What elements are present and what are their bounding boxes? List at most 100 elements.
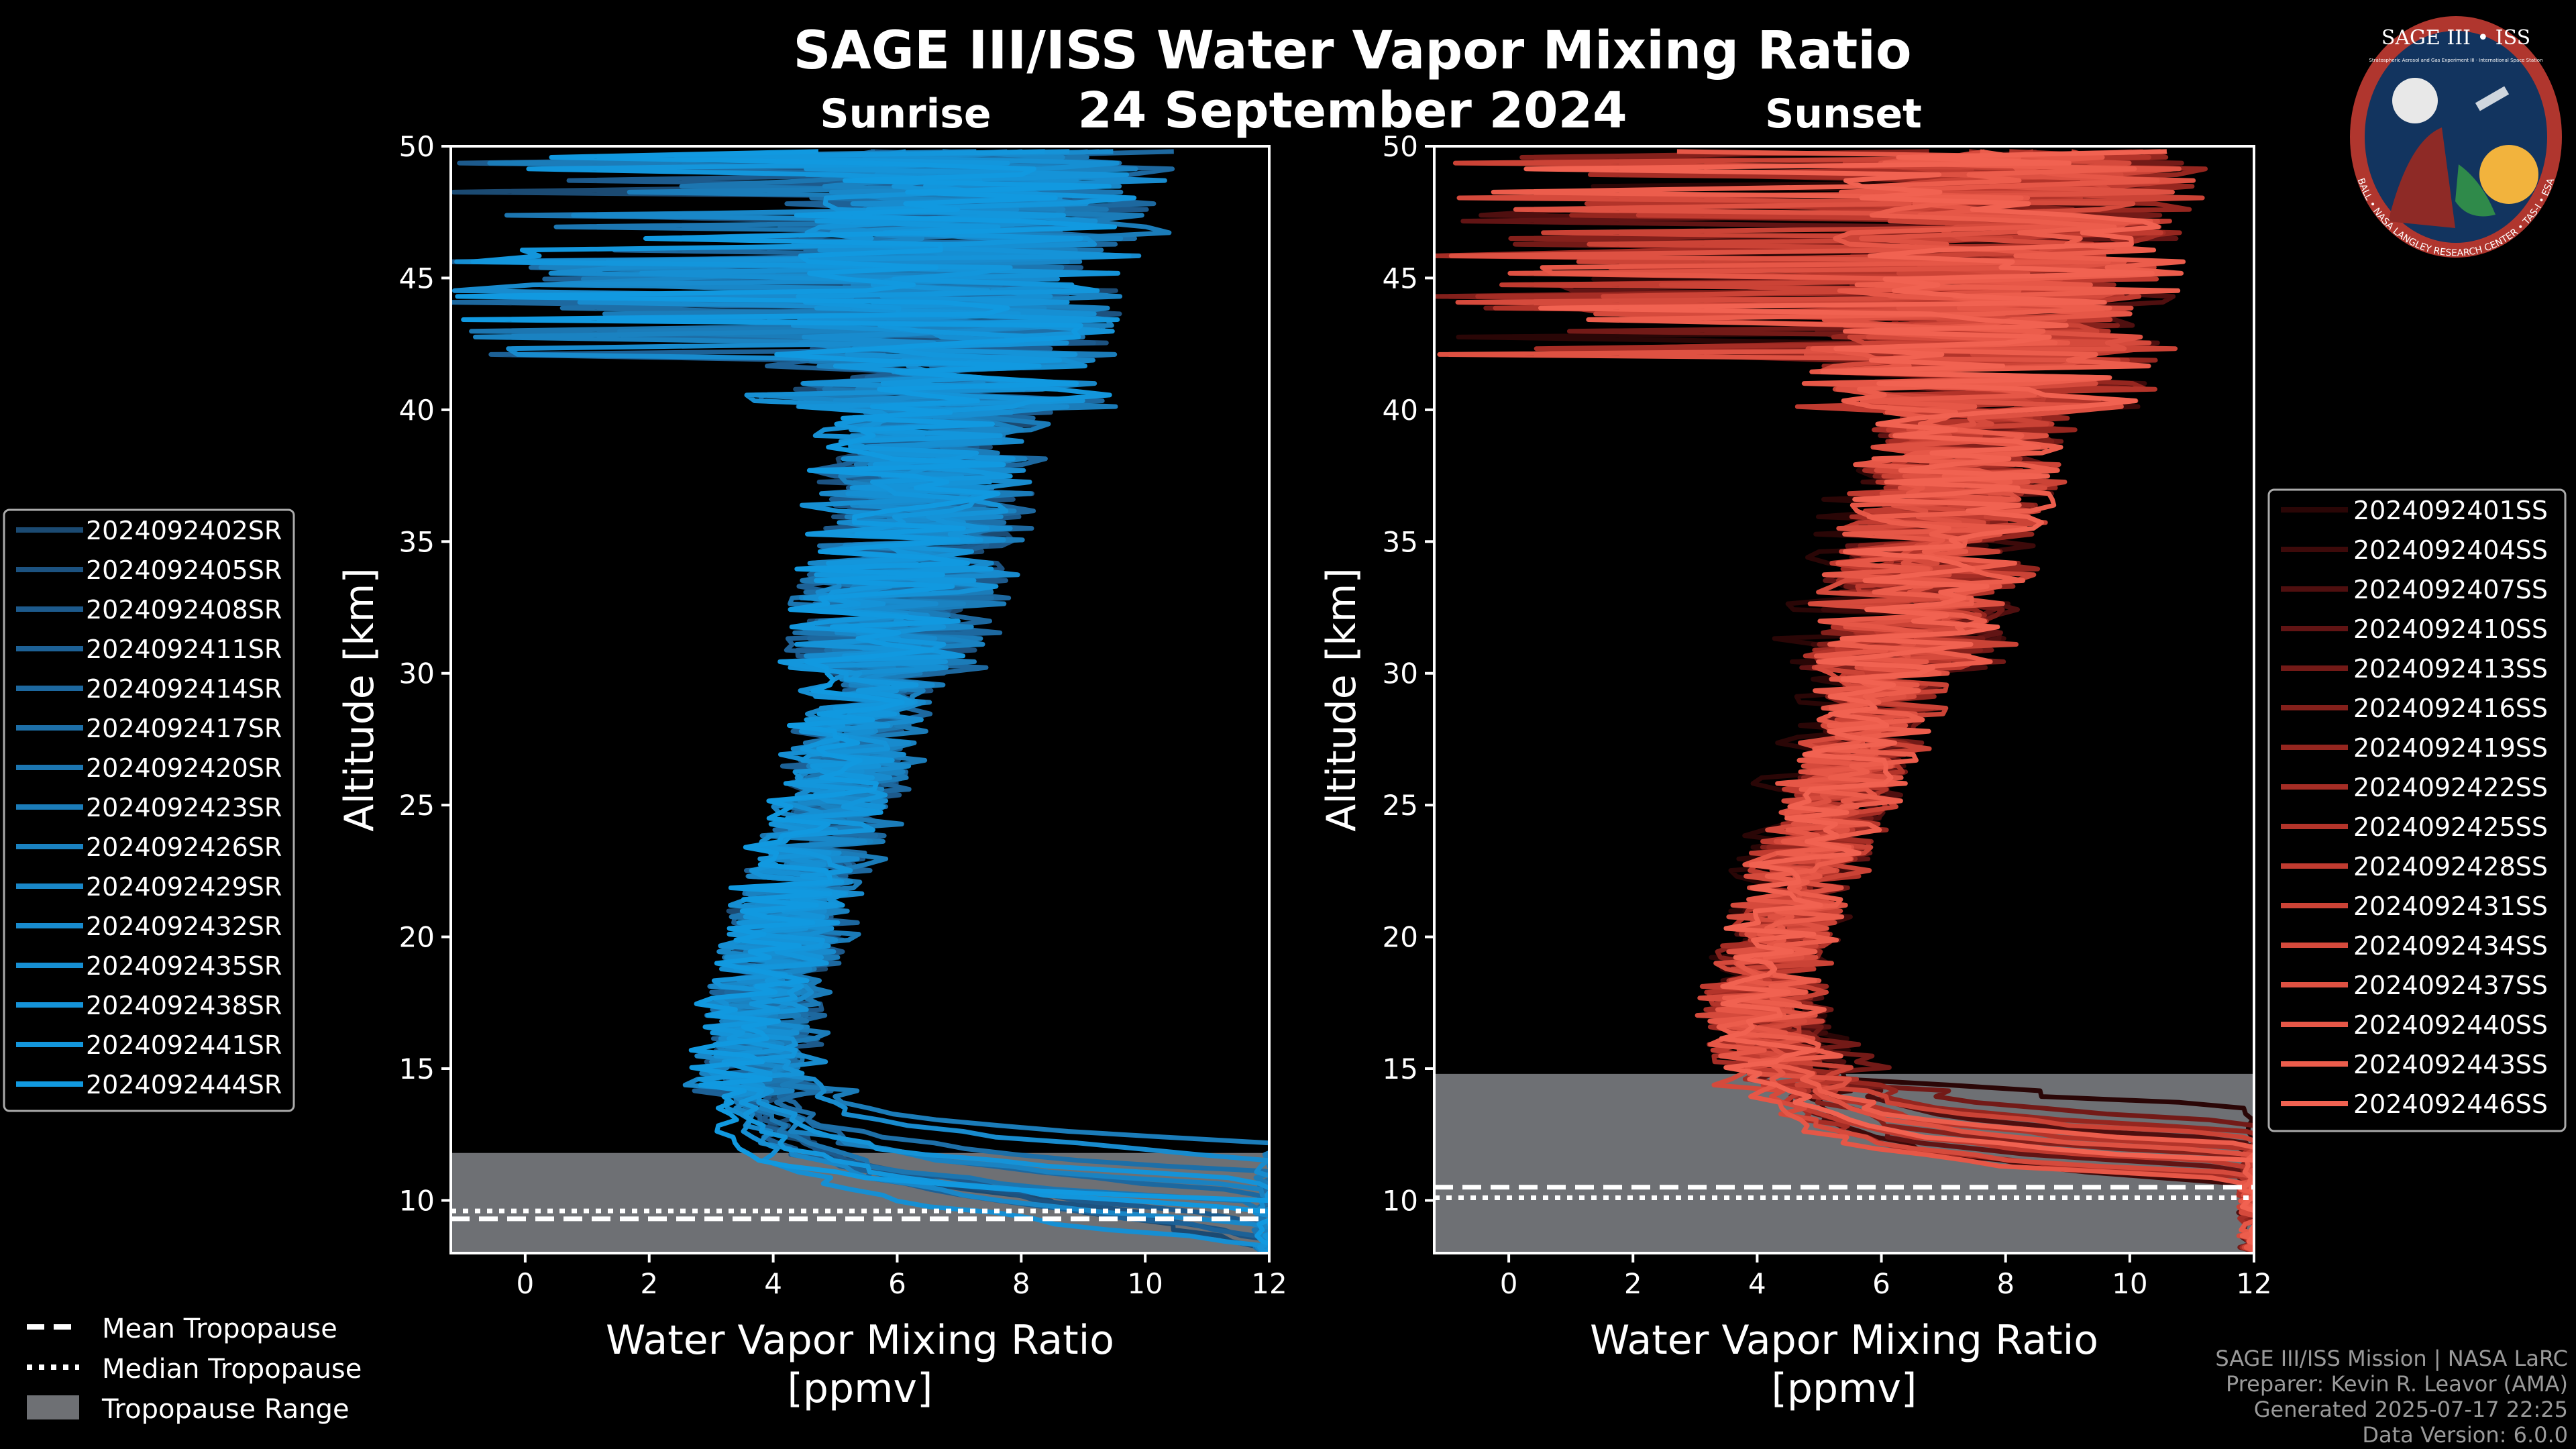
x-tick-label: 12: [2236, 1267, 2271, 1300]
sunrise-legend-frame: [3, 508, 295, 1112]
y-axis-label: Altitude [km]: [336, 568, 383, 832]
sunset-legend-frame: [2267, 488, 2567, 1132]
x-tick-label: 0: [1500, 1267, 1518, 1300]
y-tick-label: 10: [399, 1184, 435, 1217]
y-tick-label: 50: [399, 130, 435, 163]
y-tick-label: 30: [1383, 657, 1418, 690]
legend-entry-2024092411SR: 2024092411SR: [86, 635, 282, 664]
legend-entry-2024092407SS: 2024092407SS: [2353, 575, 2548, 604]
legend-entry-2024092401SS: 2024092401SS: [2353, 496, 2548, 525]
legend-entry-2024092420SR: 2024092420SR: [86, 753, 282, 783]
x-tick-label: 0: [517, 1267, 535, 1300]
badge-earth-icon: [2455, 164, 2496, 217]
x-tick-label: 4: [764, 1267, 782, 1300]
legend-entry-2024092405SR: 2024092405SR: [86, 555, 282, 585]
y-tick-label: 45: [1383, 262, 1418, 294]
legend-entry-2024092440SS: 2024092440SS: [2353, 1010, 2548, 1040]
legend-entry-2024092419SS: 2024092419SS: [2353, 733, 2548, 763]
profile-lines: [451, 149, 1269, 1253]
profile-line-2024092444SR: [455, 149, 1269, 1253]
legend-entry-2024092417SR: 2024092417SR: [86, 714, 282, 743]
y-tick-label: 15: [1383, 1053, 1418, 1085]
y-tick-label: 35: [1383, 525, 1418, 558]
plot-frame: [449, 145, 1271, 1254]
badge-figure-icon: [2388, 127, 2455, 228]
footer-credits: SAGE III/ISS Mission | NASA LaRC Prepare…: [2215, 1346, 2568, 1448]
legend-entry-2024092426SR: 2024092426SR: [86, 833, 282, 862]
y-tick-label: 20: [1383, 921, 1418, 954]
x-tick-label: 10: [1127, 1267, 1163, 1300]
legend-entry-2024092431SS: 2024092431SS: [2353, 892, 2548, 921]
legend-entry-2024092416SS: 2024092416SS: [2353, 694, 2548, 723]
legend-entry-2024092443SS: 2024092443SS: [2353, 1050, 2548, 1079]
plot-frame: [1433, 145, 2255, 1254]
y-axis-label: Altitude [km]: [1318, 568, 1365, 832]
x-axis-label: Water Vapor Mixing Ratio: [1590, 1317, 2098, 1364]
y-tick-label: 35: [399, 525, 435, 558]
y-tick-label: 20: [399, 921, 435, 954]
y-tick-label: 40: [399, 394, 435, 427]
legend-entry-2024092429SR: 2024092429SR: [86, 872, 282, 902]
x-axis-label: Water Vapor Mixing Ratio: [606, 1317, 1114, 1364]
legend-entry-2024092413SS: 2024092413SS: [2353, 654, 2548, 684]
tropopause-legend: Mean Tropopause Median Tropopause Tropop…: [27, 1313, 362, 1425]
y-tick-label: 40: [1383, 394, 1418, 427]
legend-entry-2024092422SS: 2024092422SS: [2353, 773, 2548, 802]
footer-generated: Generated 2025-07-17 22:25: [2254, 1397, 2568, 1422]
legend-entry-2024092410SS: 2024092410SS: [2353, 614, 2548, 644]
profile-line-2024092432SR: [451, 149, 1269, 1253]
badge-iss-icon: [2475, 86, 2510, 111]
median-tropopause-label: Median Tropopause: [102, 1354, 362, 1385]
chart-title: SAGE III/ISS Water Vapor Mixing Ratio: [793, 21, 1911, 81]
x-tick-label: 12: [1251, 1267, 1287, 1300]
x-tick-label: 8: [1012, 1267, 1030, 1300]
badge-sun-icon: [2479, 145, 2538, 204]
y-tick-label: 15: [399, 1053, 435, 1085]
y-tick-label: 25: [1383, 789, 1418, 822]
tropopause-range-label: Tropopause Range: [101, 1394, 350, 1425]
legend-entry-2024092434SS: 2024092434SS: [2353, 931, 2548, 961]
badge-title: SAGE III • ISS: [2381, 26, 2530, 50]
y-tick-label: 25: [399, 789, 435, 822]
x-tick-label: 8: [1996, 1267, 2015, 1300]
legend-entry-2024092428SS: 2024092428SS: [2353, 852, 2548, 881]
legend-entry-2024092423SR: 2024092423SR: [86, 793, 282, 822]
profile-line-2024092446SS: [1523, 149, 2254, 1246]
y-tick-label: 10: [1383, 1184, 1418, 1217]
legend-entry-2024092414SR: 2024092414SR: [86, 674, 282, 704]
badge-moon-icon: [2392, 78, 2438, 123]
profile-lines: [1434, 149, 2254, 1253]
legend-entry-2024092444SR: 2024092444SR: [86, 1070, 282, 1099]
x-tick-label: 4: [1748, 1267, 1766, 1300]
x-tick-label: 6: [1872, 1267, 1890, 1300]
badge-subtitle: Stratospheric Aerosol and Gas Experiment…: [2369, 58, 2542, 63]
legend-entry-2024092432SR: 2024092432SR: [86, 912, 282, 941]
sunset-panel: 0 2 4 6 8 10 12 10 15 20 25 30 35 40 45 50 Water Vapor M…: [1318, 130, 2272, 1412]
footer-version: Data Version: 6.0.0: [2362, 1422, 2568, 1448]
x-tick-label: 2: [640, 1267, 658, 1300]
tropopause-range-swatch: [27, 1395, 79, 1419]
sunrise-panel: 0 2 4 6 8 10 12 10 15 20 25 30 35 40 45 50 Water Vapor M…: [336, 130, 1287, 1412]
sunset-label: Sunset: [1765, 91, 1922, 138]
y-tick-label: 30: [399, 657, 435, 690]
chart-date: 24 September 2024: [1077, 82, 1627, 140]
x-tick-label: 6: [888, 1267, 906, 1300]
legend-entry-2024092446SS: 2024092446SS: [2353, 1089, 2548, 1119]
legend-entry-2024092437SS: 2024092437SS: [2353, 971, 2548, 1000]
x-tick-label: 2: [1624, 1267, 1642, 1300]
footer-mission: SAGE III/ISS Mission | NASA LaRC: [2215, 1346, 2568, 1371]
y-tick-label: 45: [399, 262, 435, 294]
legend-entry-2024092425SS: 2024092425SS: [2353, 812, 2548, 842]
legend-entry-2024092435SR: 2024092435SR: [86, 951, 282, 981]
sunrise-legend: 2024092402SR 2024092405SR 2024092408SR 2024…: [3, 508, 295, 1112]
profile-line-2024092441SR: [470, 149, 1269, 1253]
footer-preparer: Preparer: Kevin R. Leavor (AMA): [2226, 1371, 2568, 1397]
sunset-legend: 2024092401SS 2024092404SS 2024092407SS 2024…: [2267, 488, 2567, 1132]
mean-tropopause-label: Mean Tropopause: [102, 1313, 337, 1344]
sunrise-label: Sunrise: [820, 91, 991, 138]
y-tick-label: 50: [1383, 130, 1418, 163]
legend-entry-2024092404SS: 2024092404SS: [2353, 535, 2548, 565]
legend-entry-2024092408SR: 2024092408SR: [86, 595, 282, 625]
x-axis-label: [ppmv]: [788, 1365, 933, 1412]
